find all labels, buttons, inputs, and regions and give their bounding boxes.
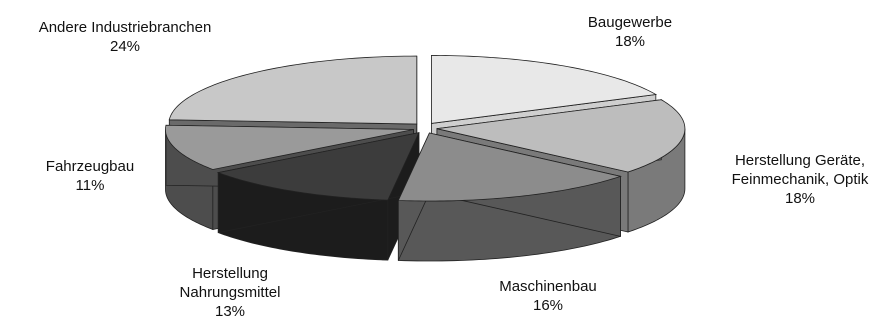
pie-labels: Baugewerbe 18% Herstellung Geräte, Feinmech… — [39, 14, 869, 320]
slice-top-1 — [436, 99, 686, 173]
slice-label-1: Herstellung Geräte, Feinmechanik, Optik 18… — [732, 152, 869, 207]
slice-label-3: Herstellung Nahrungsmittel 13% — [180, 265, 281, 320]
slice-top-4 — [165, 124, 414, 170]
slice-top-5 — [168, 55, 418, 125]
slice-top-3 — [216, 132, 420, 201]
pie-tops — [165, 55, 686, 202]
slice-label-2: Maschinenbau 16% — [499, 278, 597, 314]
slice-label-4: Fahrzeugbau 11% — [46, 158, 134, 194]
slice-label-5: Andere Industriebranchen 24% — [39, 19, 212, 55]
slice-label-0: Baugewerbe 18% — [588, 14, 672, 50]
slice-top-2 — [397, 132, 623, 202]
slice-top-0 — [431, 55, 658, 124]
